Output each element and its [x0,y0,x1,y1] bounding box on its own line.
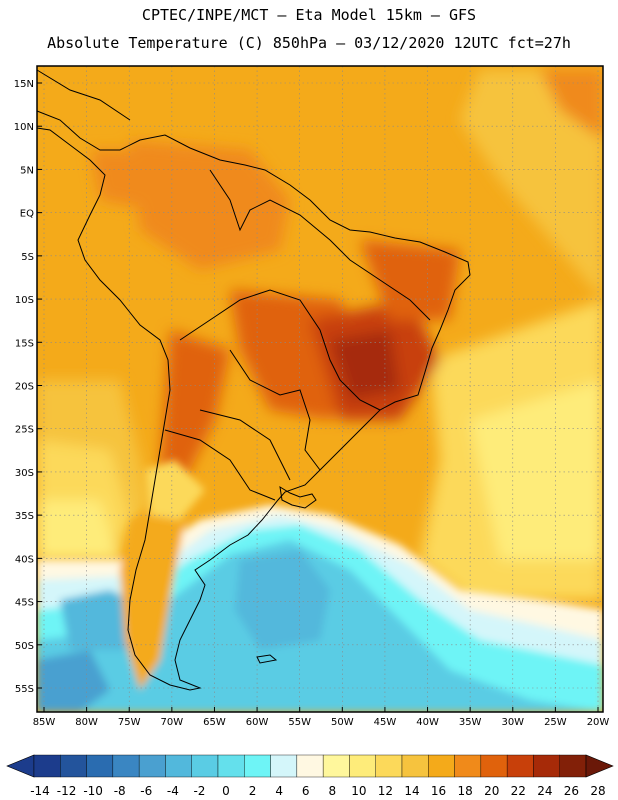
colorbar-arrow-left [6,754,35,778]
colorbar-swatch [506,754,534,778]
lat-label: 15S [15,338,34,349]
lon-label: 55W [288,717,311,728]
colorbar-swatch [401,754,429,778]
lat-label: 10N [14,122,34,133]
colorbar-swatch [244,754,271,778]
colorbar-label: 8 [328,784,336,798]
colorbar-swatch [138,754,166,778]
lat-label: 20S [15,382,34,393]
lon-label: 70W [161,717,184,728]
colorbar-swatch [480,754,508,778]
colorbar-swatch [428,754,455,778]
colorbar-label: 2 [249,784,257,798]
colorbar-label: 0 [222,784,230,798]
colorbar-label: 18 [458,784,473,798]
lat-label: 45S [15,598,34,609]
colorbar-label: -12 [57,784,77,798]
colorbar-label: 4 [275,784,283,798]
lon-label: 60W [246,717,269,728]
lon-label: 65W [203,717,226,728]
colorbar-label: -2 [193,784,205,798]
lat-label: 5N [20,165,34,176]
colorbar-label: 20 [484,784,499,798]
coastline [36,69,471,691]
temperature-field [37,66,603,712]
colorbar-swatch [559,754,587,778]
lat-label: EQ [20,209,34,220]
colorbar-label: 10 [351,784,366,798]
colorbar-label: -8 [114,784,126,798]
colorbar-arrow-right [585,754,614,778]
colorbar-swatch [296,754,324,778]
colorbar-label: 6 [302,784,310,798]
colorbar-swatch [454,754,482,778]
colorbar-label: -6 [140,784,152,798]
colorbar-swatch [86,754,114,778]
colorbar-label: 26 [564,784,579,798]
colorbar-swatch [191,754,219,778]
lon-label: 85W [33,717,56,728]
colorbar-label: -4 [167,784,179,798]
lat-label: 5S [21,252,34,263]
lon-label: 25W [544,717,567,728]
lon-label: 35W [459,717,482,728]
colorbar-label: 14 [404,784,419,798]
lat-label: 50S [15,641,34,652]
colorbar-label: 12 [378,784,393,798]
colorbar-swatch [349,754,376,778]
colorbar-swatch [322,754,350,778]
colorbar-swatch [533,754,560,778]
colorbar-swatch [375,754,403,778]
lat-label: 30S [15,468,34,479]
colorbar-label: 28 [590,784,605,798]
lon-label: 45W [374,717,397,728]
title-line-2: Absolute Temperature (C) 850hPa – 03/12/… [47,34,571,52]
colorbar-label: 16 [431,784,446,798]
colorbar-swatch [33,754,61,778]
lat-label: 40S [15,554,34,565]
lon-label: 80W [75,717,98,728]
colorbar-swatch [217,754,245,778]
colorbar-swatch [270,754,298,778]
colorbar-label: -14 [30,784,50,798]
longitude-labels: 85W 80W 75W 70W 65W 60W 55W 50W 45W 40W 35W 30W 25W 2… [33,707,610,728]
lon-label: 20W [587,717,610,728]
colorbar-swatch [112,754,140,778]
lon-label: 40W [416,717,439,728]
colorbar-label: 24 [537,784,552,798]
lat-label: 25S [15,425,34,436]
lon-label: 75W [118,717,141,728]
colorbar-label: 22 [511,784,526,798]
lat-label: 55S [15,684,34,695]
colorbar-swatch [60,754,87,778]
lat-label: 10S [15,295,34,306]
lat-label: 15N [14,79,34,90]
title-line-1: CPTEC/INPE/MCT – Eta Model 15km – GFS [141,6,477,24]
colorbar: -14 -12 -10 -8 -6 -4 -2 0 2 4 6 8 10 12 14 16 18 20 22 24 26… [6,754,614,798]
colorbar-label: -10 [83,784,103,798]
colorbar-swatch [165,754,192,778]
lat-label: 35S [15,511,34,522]
lon-label: 30W [501,717,524,728]
lon-label: 50W [331,717,354,728]
latitude-labels: 15N 10N 5N EQ 5S 10S 15S 20S 25S 30S 35S 40S 45S 50S 5… [14,79,42,695]
map-frame [36,65,604,713]
